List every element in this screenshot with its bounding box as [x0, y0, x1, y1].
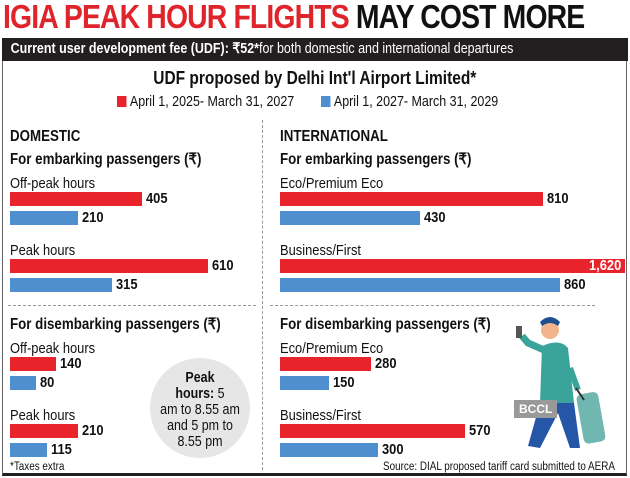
bar — [10, 278, 113, 292]
value-label: 570 — [469, 422, 491, 439]
note-line: am to 8.55 am — [160, 402, 240, 418]
note-text: 5 — [214, 386, 225, 402]
chart-title: UDF proposed by Delhi Int'l Airport Limi… — [0, 68, 630, 89]
value-label: 810 — [547, 190, 569, 207]
category-label: Peak hours — [10, 407, 76, 424]
bar — [10, 259, 209, 273]
bar — [280, 259, 625, 273]
frame — [2, 61, 627, 476]
headline: IGIA PEAK HOUR FLIGHTS MAY COST MORE — [3, 0, 585, 36]
bar — [10, 357, 56, 371]
category-label: Business/First — [280, 407, 362, 424]
traveler-illustration — [516, 317, 606, 448]
category-label: Off-peak hours — [10, 175, 96, 192]
legend-item-1: April 1, 2025- March 31, 2027 — [117, 94, 294, 110]
category-label: Business/First — [280, 242, 362, 259]
headline-black: MAY COST MORE — [355, 0, 585, 35]
note-line: 8.55 pm — [177, 434, 223, 450]
value-label: 210 — [82, 422, 104, 439]
bar — [10, 211, 79, 225]
value-label: 115 — [51, 441, 73, 458]
value-label: 150 — [332, 374, 355, 391]
value-label: 405 — [145, 190, 168, 207]
bar — [10, 192, 142, 206]
value-label: 860 — [563, 276, 586, 293]
value-label: 300 — [381, 441, 404, 458]
value-label: 430 — [423, 209, 446, 226]
divider — [270, 305, 595, 306]
bar — [10, 376, 36, 390]
legend-swatch-blue — [321, 96, 331, 107]
watermark: BCCL — [514, 400, 558, 418]
category-label: Eco/Premium Eco — [280, 340, 384, 357]
source: Source: DIAL proposed tariff card submit… — [383, 461, 615, 473]
bar — [280, 424, 466, 438]
legend-item-2: April 1, 2027- March 31, 2029 — [321, 94, 498, 110]
value-label: 80 — [40, 374, 55, 391]
value-label: 1,620 — [589, 257, 622, 274]
value-label: 280 — [375, 355, 397, 372]
section-domestic: DOMESTIC — [10, 128, 81, 145]
value-label: 610 — [212, 257, 234, 274]
current-fee-note: for both domestic and international depa… — [258, 41, 514, 57]
footnote: *Taxes extra — [10, 461, 65, 473]
group-label: For embarking passengers (₹) — [280, 151, 472, 168]
current-fee-band: Current user development fee (UDF): ₹52*… — [2, 38, 628, 61]
value-label: 315 — [116, 276, 138, 293]
section-international: INTERNATIONAL — [280, 128, 388, 145]
note-line: Peak — [185, 370, 215, 386]
value-label: 140 — [59, 355, 82, 372]
category-label: Eco/Premium Eco — [280, 175, 384, 192]
legend-label: April 1, 2025- March 31, 2027 — [129, 94, 295, 110]
note-bold: hours: — [175, 386, 215, 402]
bar — [280, 376, 329, 390]
note-line: hours: 5 — [157, 386, 243, 402]
value-label: 210 — [82, 209, 104, 226]
headline-red: IGIA PEAK HOUR FLIGHTS — [3, 0, 350, 35]
bar — [280, 278, 560, 292]
category-label: Peak hours — [10, 242, 76, 259]
bar — [10, 443, 48, 457]
legend-label: April 1, 2027- March 31, 2029 — [333, 94, 499, 110]
legend-swatch-red — [117, 96, 127, 107]
bar — [280, 443, 378, 457]
category-label: Off-peak hours — [10, 340, 96, 357]
current-fee: Current user development fee (UDF): ₹52* — [10, 41, 259, 57]
group-label: For disembarking passengers (₹) — [280, 316, 491, 333]
chart-title-text: UDF proposed by Delhi Int'l Airport Limi… — [153, 68, 477, 88]
group-label: For embarking passengers (₹) — [10, 151, 202, 168]
bar — [280, 211, 420, 225]
divider — [8, 305, 256, 306]
note-line: and 5 pm to — [167, 418, 233, 434]
bar — [280, 357, 371, 371]
group-label: For disembarking passengers (₹) — [10, 316, 221, 333]
vertical-divider — [262, 120, 263, 470]
peak-hours-note: Peak hours: 5 am to 8.55 am and 5 pm to … — [150, 358, 250, 458]
bar — [10, 424, 79, 438]
bar — [280, 192, 544, 206]
